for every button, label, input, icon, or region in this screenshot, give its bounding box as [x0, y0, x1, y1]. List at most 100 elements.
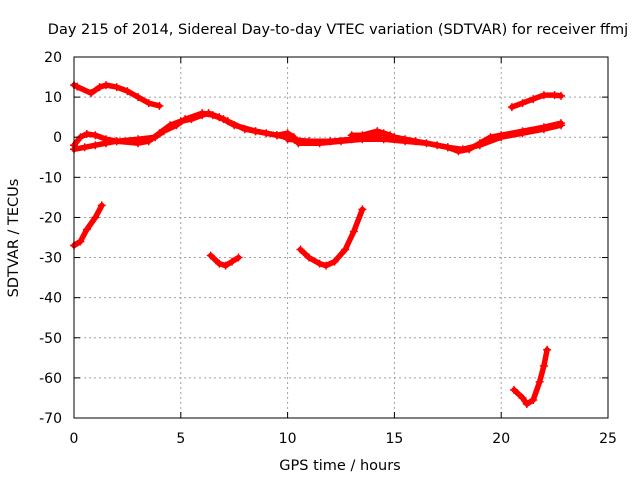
- y-tick-label: -10: [39, 170, 62, 186]
- data-point: [221, 261, 230, 270]
- series-track-mid-curve: [296, 205, 367, 270]
- data-point: [510, 385, 519, 394]
- data-point: [458, 145, 467, 154]
- data-point: [95, 83, 104, 92]
- data-point: [358, 205, 367, 214]
- data-point: [80, 143, 89, 152]
- data-point: [529, 95, 538, 104]
- data-point: [102, 81, 111, 90]
- x-tick-label: 10: [279, 431, 297, 447]
- data-point: [535, 377, 544, 386]
- y-axis-label: SDTVAR / TECUs: [6, 179, 22, 298]
- data-point: [73, 82, 82, 91]
- data-point: [522, 399, 531, 408]
- data-point: [337, 137, 345, 146]
- data-point: [234, 253, 243, 262]
- data-point: [315, 259, 324, 268]
- data-point: [322, 261, 331, 270]
- data-point: [518, 393, 527, 402]
- y-tick-labels: -70 -60 -50 -40 -30 -20 -10 0 10 20: [39, 50, 62, 427]
- data-point: [112, 137, 121, 146]
- data-point: [230, 121, 239, 130]
- data-point: [304, 253, 313, 262]
- data-point: [102, 139, 111, 148]
- y-tick-label: 0: [53, 130, 62, 146]
- data-point: [219, 115, 228, 124]
- data-point: [123, 87, 132, 96]
- data-point: [507, 103, 516, 112]
- series-trace: [297, 206, 366, 269]
- data-point: [134, 93, 143, 102]
- data-point: [206, 251, 215, 260]
- series-layer: [70, 81, 566, 408]
- data-point: [529, 395, 538, 404]
- data-point: [550, 91, 559, 100]
- series-track-small-dip: [206, 251, 243, 270]
- x-tick-label: 0: [70, 431, 79, 447]
- y-tick-label: -20: [39, 210, 62, 226]
- data-point: [82, 130, 91, 139]
- y-tick-label: -60: [39, 371, 62, 387]
- data-point: [155, 101, 164, 110]
- data-point: [341, 245, 350, 254]
- y-tick-label: -40: [39, 291, 62, 307]
- data-point: [557, 121, 566, 130]
- data-point: [539, 125, 548, 134]
- data-point: [134, 135, 143, 144]
- data-point: [347, 131, 356, 140]
- data-point: [296, 245, 305, 254]
- series-track-low-curve: [510, 345, 552, 408]
- plot-frame: [73, 56, 609, 419]
- ticks: [73, 56, 609, 419]
- data-point: [539, 91, 548, 100]
- series-track-upper-left: [70, 81, 164, 110]
- data-point: [91, 131, 100, 140]
- x-tick-labels: 0 5 10 15 20 25: [70, 431, 617, 447]
- data-point: [181, 115, 190, 124]
- x-axis-label: GPS time / hours: [279, 458, 400, 474]
- data-point: [373, 127, 382, 136]
- data-point: [330, 257, 339, 266]
- x-tick-label: 5: [176, 431, 185, 447]
- y-tick-label: 10: [44, 90, 62, 106]
- data-point: [112, 83, 121, 92]
- x-tick-label: 25: [599, 431, 617, 447]
- data-point: [198, 109, 207, 118]
- data-point: [91, 213, 100, 222]
- data-point: [379, 135, 388, 144]
- x-tick-label: 20: [492, 431, 510, 447]
- data-point: [443, 143, 452, 152]
- series-track-upper-right: [507, 91, 566, 112]
- data-point: [215, 259, 224, 268]
- data-point: [557, 91, 566, 100]
- series-track-main-d: [294, 121, 566, 154]
- y-tick-label: -70: [39, 411, 62, 427]
- data-point: [82, 225, 91, 234]
- y-tick-label: -30: [39, 251, 62, 267]
- data-point: [151, 133, 160, 142]
- data-point: [358, 131, 367, 140]
- data-point: [422, 139, 431, 148]
- data-point: [518, 99, 527, 108]
- chart-title: Day 215 of 2014, Sidereal Day-to-day VTE…: [48, 22, 628, 38]
- x-tick-label: 15: [385, 431, 403, 447]
- data-point: [87, 89, 96, 98]
- data-point: [172, 121, 181, 130]
- data-point: [228, 257, 237, 266]
- series-track-main-e: [347, 127, 403, 144]
- data-point: [475, 141, 484, 150]
- data-point: [294, 139, 303, 148]
- data-point: [497, 133, 506, 142]
- data-point: [518, 129, 527, 138]
- y-tick-label: -50: [39, 331, 62, 347]
- data-point: [208, 111, 217, 120]
- y-tick-label: 20: [44, 50, 62, 66]
- data-point: [401, 137, 410, 146]
- data-point: [159, 127, 168, 136]
- series-trace: [71, 82, 163, 109]
- data-point: [283, 135, 292, 144]
- data-point: [144, 99, 153, 108]
- data-point: [76, 237, 85, 246]
